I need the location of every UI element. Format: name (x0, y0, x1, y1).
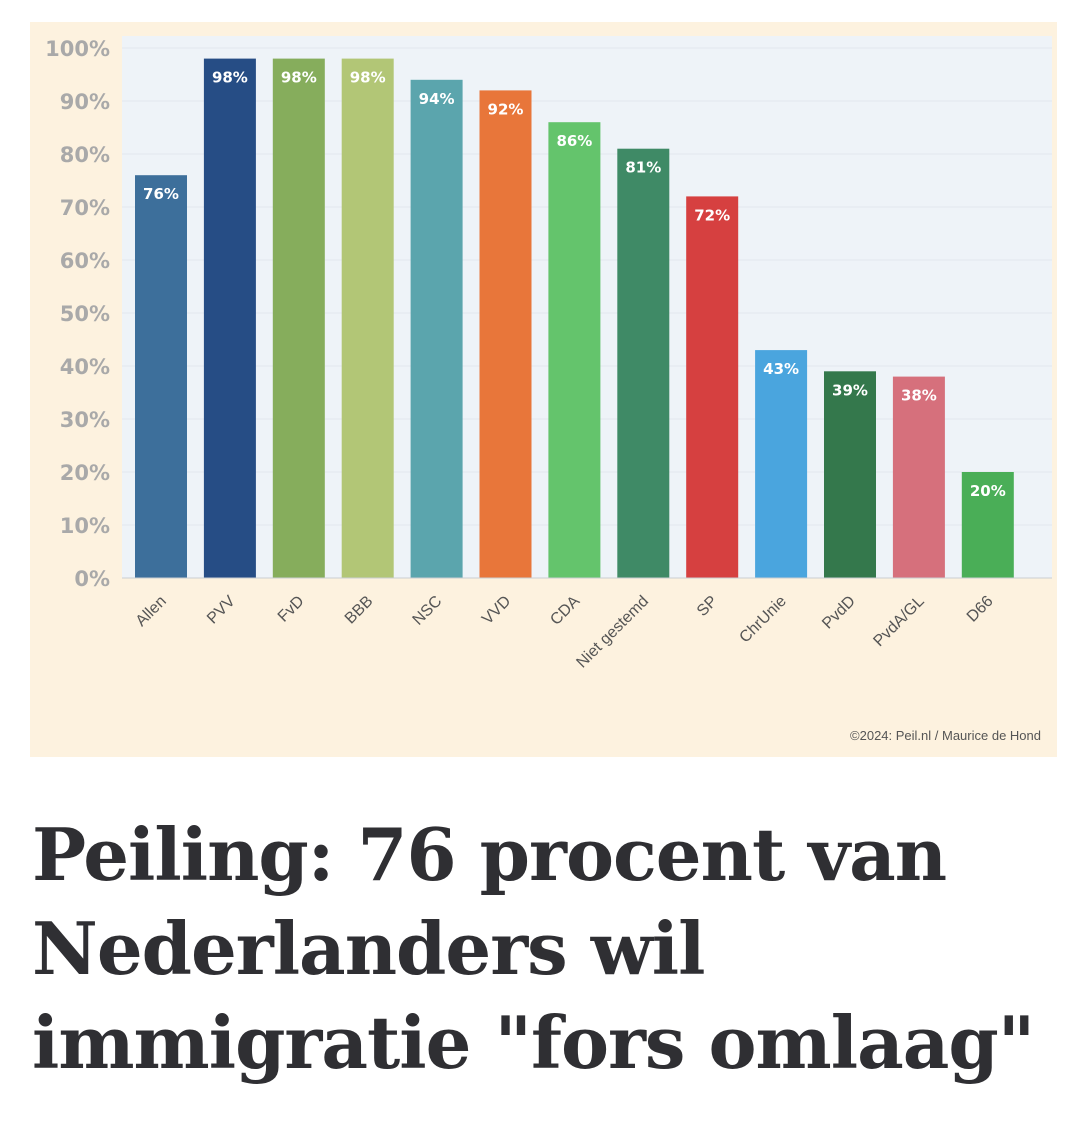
data-label: 39% (832, 381, 868, 399)
bar-chart: 0% 10% 20% 30% 40% 50% 60% 70% 80% 90% 100% 76% Alle… (45, 37, 1052, 672)
data-label: 72% (694, 206, 730, 224)
bar-d66 (961, 472, 1014, 578)
data-label: 38% (901, 387, 937, 405)
y-tick-label: 60% (60, 249, 110, 273)
data-label: 98% (281, 69, 317, 87)
chart-credit: ©2024: Peil.nl / Maurice de Hond (850, 728, 1041, 743)
x-tick-label: D66 (964, 593, 997, 626)
y-tick-label: 40% (60, 355, 110, 379)
bar-vvd (479, 90, 532, 579)
data-label: 94% (419, 90, 455, 108)
data-label: 81% (625, 159, 661, 177)
bar-bbb (341, 58, 394, 579)
y-tick-label: 90% (60, 90, 110, 114)
y-tick-label: 100% (45, 37, 110, 61)
x-tick-label: PVV (204, 593, 239, 628)
x-tick-label: SP (694, 593, 721, 620)
y-tick-label: 50% (60, 302, 110, 326)
data-label: 86% (556, 132, 592, 150)
data-label: 43% (763, 360, 799, 378)
x-tick-label: NSC (410, 593, 446, 629)
y-tick-label: 70% (60, 196, 110, 220)
data-label: 76% (143, 185, 179, 203)
bar-cda (548, 122, 601, 578)
x-tick-label: PvdD (819, 593, 859, 633)
x-tick-label: FvD (275, 593, 308, 626)
y-tick-label: 10% (60, 514, 110, 538)
x-tick-label: BBB (342, 593, 377, 628)
data-label: 98% (212, 69, 248, 87)
bar-pvv (203, 58, 256, 579)
x-tick-label: Allen (133, 593, 170, 630)
data-label: 92% (488, 100, 524, 118)
bar-fvd (272, 58, 325, 579)
x-tick-label: ChrUnie (736, 593, 790, 647)
x-tick-label: CDA (547, 593, 583, 629)
y-tick-label: 20% (60, 461, 110, 485)
x-tick-label: PvdA/GL (870, 593, 927, 650)
y-tick-label: 80% (60, 143, 110, 167)
bar-nsc (410, 79, 463, 579)
article-headline[interactable]: Peiling: 76 procent van Nederlanders wil… (32, 812, 1035, 1085)
data-label: 98% (350, 69, 386, 87)
bar-pvda-gl (892, 376, 945, 578)
bar-allen (135, 175, 187, 578)
y-tick-label: 30% (60, 408, 110, 432)
bar-niet-gestemd (617, 148, 670, 578)
bar-sp (686, 196, 739, 578)
x-tick-label: VVD (479, 593, 514, 628)
data-label: 20% (970, 482, 1006, 500)
y-tick-label: 0% (74, 567, 110, 591)
x-tick-label: Niet gestemd (573, 593, 652, 672)
bar-chrunie (755, 350, 808, 578)
chart-card: 0% 10% 20% 30% 40% 50% 60% 70% 80% 90% 100% 76% Alle… (30, 22, 1057, 757)
bar-pvdd (824, 371, 876, 578)
